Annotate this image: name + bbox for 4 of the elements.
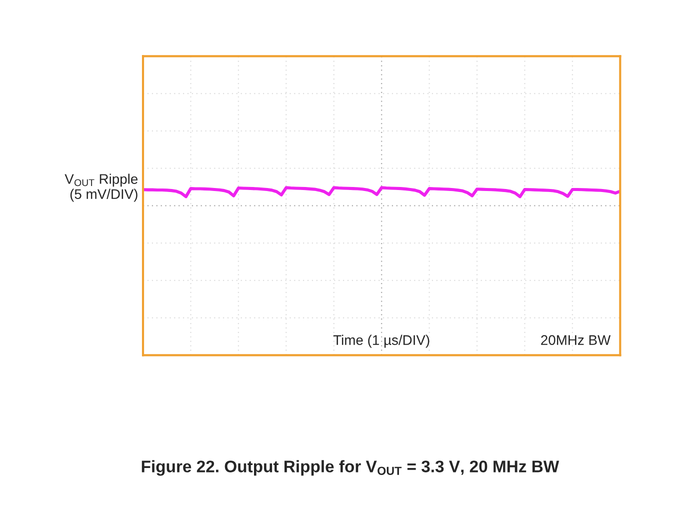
text: 20MHz BW [541, 335, 611, 345]
text: Time (1 µs/DIV) [333, 334, 430, 348]
y-axis-title: V$_{OUT}$ Ripple (5 mV/DIV) [64, 174, 138, 202]
text: Figure 22. Output Ripple for V$_{OUT}$ = 3.3 V, 20 MHz BW [142, 460, 560, 476]
